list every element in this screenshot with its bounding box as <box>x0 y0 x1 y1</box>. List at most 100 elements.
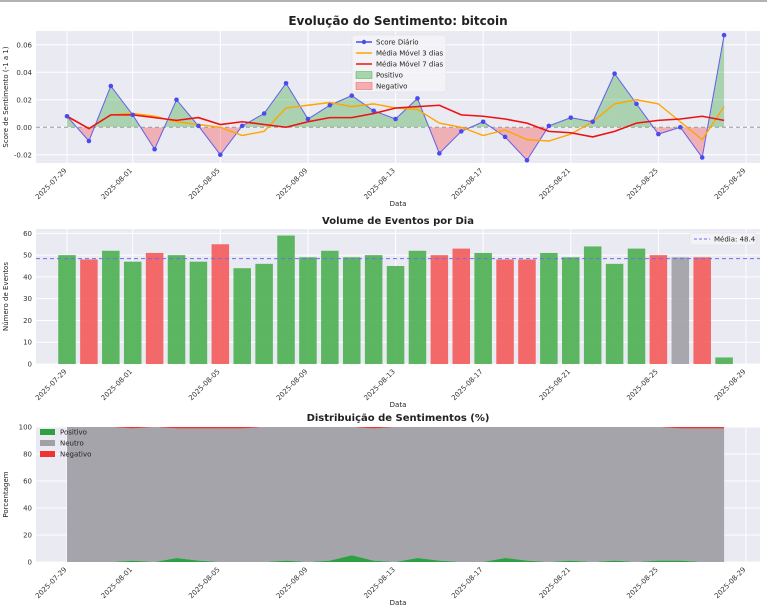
event-bar <box>408 250 427 364</box>
legend-label: Negativo <box>376 83 407 91</box>
event-bar <box>496 259 514 364</box>
score-point <box>656 131 661 137</box>
y-tick-label: 0.02 <box>16 96 32 104</box>
positive-fill <box>373 110 396 128</box>
score-point <box>393 116 398 122</box>
legend-box <box>689 232 757 246</box>
score-point <box>152 146 157 152</box>
y-tick-label: 40 <box>23 273 32 281</box>
score-point <box>437 151 442 156</box>
positive-fill <box>110 86 133 128</box>
y-tick-label: 80 <box>23 451 32 459</box>
legend-label: Positivo <box>60 429 87 437</box>
positive-fill <box>264 83 287 128</box>
legend-label: Neutro <box>60 440 84 448</box>
event-bar <box>671 257 690 364</box>
positive-fill <box>395 98 418 128</box>
legend-box <box>351 34 447 93</box>
legend-label: Score Diário <box>376 39 419 47</box>
score-point <box>327 102 333 108</box>
x-axis-label: Data <box>390 401 407 409</box>
event-bar <box>80 259 98 364</box>
y-tick-label: 0 <box>28 361 32 369</box>
score-point <box>64 113 70 119</box>
event-bar <box>58 255 76 364</box>
event-bar <box>211 244 230 364</box>
score-point <box>721 32 727 38</box>
legend-label: Média Móvel 3 dias <box>376 50 444 58</box>
event-bar <box>649 255 668 364</box>
score-point <box>502 134 508 140</box>
mean-legend-label: Média: 48.4 <box>714 236 756 244</box>
legend-marker <box>361 39 367 45</box>
y-tick-label: 100 <box>19 424 32 432</box>
y-axis-label: Score de Sentimento (-1 a 1) <box>2 46 10 147</box>
event-bar <box>364 255 383 364</box>
legend-label: Positivo <box>376 72 403 80</box>
score-point <box>415 96 420 101</box>
y-tick-label: 50 <box>23 252 32 260</box>
event-bar <box>386 266 405 364</box>
y-tick-label: 60 <box>23 230 32 238</box>
y-tick-label: 0.06 <box>16 41 32 49</box>
event-bar <box>277 235 295 364</box>
event-bar <box>342 257 361 364</box>
score-point <box>634 101 639 107</box>
y-tick-label: 20 <box>23 317 32 325</box>
y-tick-label: 0.04 <box>16 69 32 77</box>
score-point <box>524 157 530 163</box>
score-point <box>349 93 355 98</box>
score-point <box>218 152 223 158</box>
legend-swatch <box>40 429 55 435</box>
positive-fill <box>307 105 330 128</box>
y-tick-label: 0 <box>28 559 32 567</box>
event-bar <box>562 257 580 364</box>
score-point <box>612 71 617 76</box>
y-tick-label: 0.00 <box>16 124 32 132</box>
negative-fill <box>439 127 462 154</box>
score-point <box>261 111 267 116</box>
chart-title: Volume de Eventos por Dia <box>322 216 474 227</box>
y-tick-label: 60 <box>23 478 32 486</box>
event-bar <box>518 259 536 364</box>
event-bar <box>189 261 208 364</box>
y-axis-label: Número de Eventos <box>2 262 10 331</box>
score-point <box>590 119 595 125</box>
legend-swatch <box>355 82 373 90</box>
score-point <box>546 123 552 129</box>
positive-fill <box>286 83 308 128</box>
event-bar <box>299 257 317 364</box>
score-point <box>458 129 464 134</box>
negative-fill <box>505 127 527 161</box>
score-point <box>283 80 289 86</box>
y-axis-label: Porcentagem <box>2 471 10 517</box>
event-bar <box>540 252 558 364</box>
legend-swatch <box>355 71 373 79</box>
event-bar <box>715 357 733 364</box>
y-tick-label: 20 <box>23 532 32 540</box>
event-bar <box>583 246 602 364</box>
legend-label: Negativo <box>60 451 91 459</box>
score-point <box>677 124 683 130</box>
event-bar <box>321 250 339 364</box>
series-line-2 <box>66 104 725 138</box>
event-bar <box>605 263 624 364</box>
score-point <box>699 155 705 160</box>
event-bar <box>123 261 142 364</box>
score-point <box>196 123 201 129</box>
y-tick-label: 40 <box>23 505 32 513</box>
event-bar <box>452 248 471 364</box>
negative-area <box>67 427 725 429</box>
positive-fill <box>592 73 615 128</box>
y-tick-label: 30 <box>23 295 32 303</box>
event-bar <box>167 255 186 364</box>
legend-label: Média Móvel 7 dias <box>376 61 444 69</box>
chart-title: Distribuição de Sentimentos (%) <box>307 413 490 424</box>
positive-fill <box>614 73 637 128</box>
score-point <box>568 115 574 120</box>
score-point <box>130 112 136 118</box>
chart-title: Evolução do Sentimento: bitcoin <box>288 14 507 28</box>
event-bar <box>627 248 646 364</box>
score-point <box>371 108 376 114</box>
